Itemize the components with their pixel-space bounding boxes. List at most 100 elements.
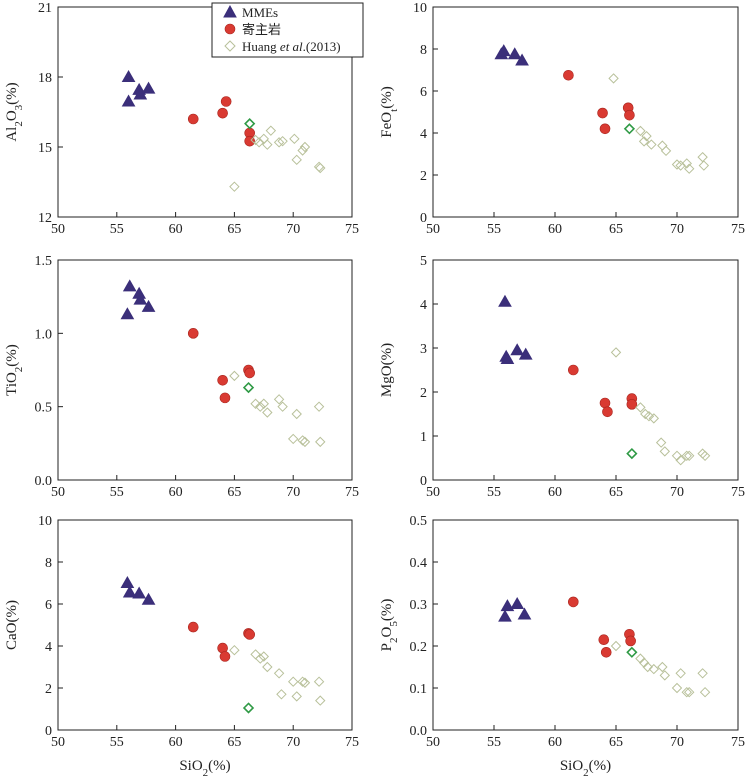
y-axis-label: FeOt(%) (379, 86, 400, 137)
huang-point (313, 676, 325, 687)
y-tick-label: 0 (420, 211, 427, 226)
x-tick-label: 75 (345, 735, 359, 750)
mmes-point (122, 585, 137, 598)
y-axis-label-unit: (%) (379, 86, 395, 109)
y-axis-label-unit: (%) (379, 343, 395, 366)
x-tick-label: 75 (731, 485, 745, 500)
huang-point (255, 653, 266, 664)
host-rock-point (599, 397, 611, 409)
huang-point (683, 163, 695, 174)
y-tick-label: 0.3 (410, 598, 428, 613)
huang-point (291, 154, 302, 166)
y-tick-label: 0.1 (410, 682, 428, 697)
y-tick-label: 2 (420, 386, 427, 401)
huang-point (648, 413, 660, 424)
y-axis-label: TiO2(%) (4, 344, 25, 396)
mmes-point (133, 292, 148, 305)
y-tick-label: 5 (420, 254, 427, 269)
mmes-point (133, 87, 148, 100)
huang-point (250, 398, 261, 409)
host-rock-point (626, 399, 638, 410)
x-tick-label: 55 (487, 485, 501, 500)
y-axis-label-subscript: 3 (13, 104, 25, 110)
huang-point (313, 401, 325, 412)
host-rock-point (567, 364, 579, 376)
huang-point (315, 436, 326, 448)
host-rock-point (219, 392, 231, 404)
y-axis-label-subscript: 2 (13, 367, 25, 373)
x-tick-label: 75 (345, 222, 359, 237)
highlight-point (242, 702, 255, 714)
huang-point (681, 450, 692, 462)
x-tick-label: 70 (286, 222, 300, 237)
x-tick-label: 75 (731, 735, 745, 750)
huang-point (297, 676, 308, 687)
huang-point (659, 670, 671, 681)
mmes-point (141, 81, 156, 94)
legend-mmes-marker (223, 4, 237, 18)
huang-point (671, 450, 683, 462)
mmes-point (517, 607, 532, 620)
huang-point (671, 159, 683, 170)
mmes-point (510, 343, 525, 356)
mmes-point (498, 609, 512, 622)
y-tick-label: 0.0 (410, 724, 428, 739)
y-tick-label: 4 (420, 298, 427, 313)
x-tick-label: 60 (169, 222, 183, 237)
mmes-point (500, 351, 515, 364)
x-tick-label: 55 (487, 735, 501, 750)
host-rock-point (219, 651, 231, 662)
huang-point (253, 137, 265, 148)
host-rock-point (624, 109, 635, 121)
y-tick-label: 6 (45, 598, 52, 613)
legend-mmes-label: MMEs (242, 5, 278, 20)
huang-point (299, 677, 311, 688)
huang-point (699, 686, 711, 698)
x-tick-label: 50 (51, 735, 65, 750)
legend-host-marker (224, 23, 236, 35)
x-tick-label: 70 (670, 222, 684, 237)
huang-point (657, 140, 668, 151)
host-rock-point (597, 107, 608, 119)
host-rock-point (625, 635, 636, 647)
host-rock-point (600, 646, 612, 658)
huang-point (635, 125, 646, 137)
host-rock-point (187, 328, 199, 339)
huang-point (299, 436, 311, 448)
huang-point (299, 141, 311, 153)
y-axis-label-text: O (379, 627, 395, 638)
x-tick-label: 65 (609, 485, 623, 500)
y-axis-label-subscript: 2 (13, 121, 25, 127)
y-tick-label: 4 (420, 127, 427, 142)
y-tick-label: 1.0 (35, 327, 53, 342)
mmes-point (515, 53, 529, 66)
x-tick-label: 60 (169, 735, 183, 750)
x-tick-label: 75 (345, 485, 359, 500)
huang-point (683, 450, 695, 462)
huang-point (699, 450, 711, 462)
huang-point (273, 394, 285, 405)
y-tick-label: 10 (38, 514, 52, 529)
panel-4: 50 55 60 65 70 75 0 1 2 3 4 5 MgO(%) (379, 254, 745, 500)
x-tick-label: 50 (426, 735, 440, 750)
y-tick-label: 0.2 (410, 640, 428, 655)
x-tick-label: 55 (487, 222, 501, 237)
x-tick-label: 60 (548, 222, 562, 237)
huang-point (675, 160, 686, 171)
y-axis-label-unit: (%) (4, 82, 20, 105)
x-tick-label: 65 (227, 222, 241, 237)
highlight-point (244, 118, 256, 130)
x-axis-label: SiO2(%) (560, 758, 611, 777)
host-rock-point (217, 107, 228, 119)
y-tick-label: 0.5 (410, 514, 428, 529)
huang-point (675, 454, 686, 466)
panel-2: 50 55 60 65 70 75 0 2 4 6 8 10 FeOt(%) (379, 1, 745, 237)
y-tick-label: 0.5 (35, 401, 53, 416)
huang-point (262, 661, 273, 673)
plot-frame (57, 259, 353, 481)
x-tick-label: 70 (670, 735, 684, 750)
y-tick-label: 12 (38, 211, 52, 226)
huang-point (698, 160, 710, 171)
huang-point (258, 398, 270, 409)
y-tick-label: 3 (420, 342, 427, 357)
